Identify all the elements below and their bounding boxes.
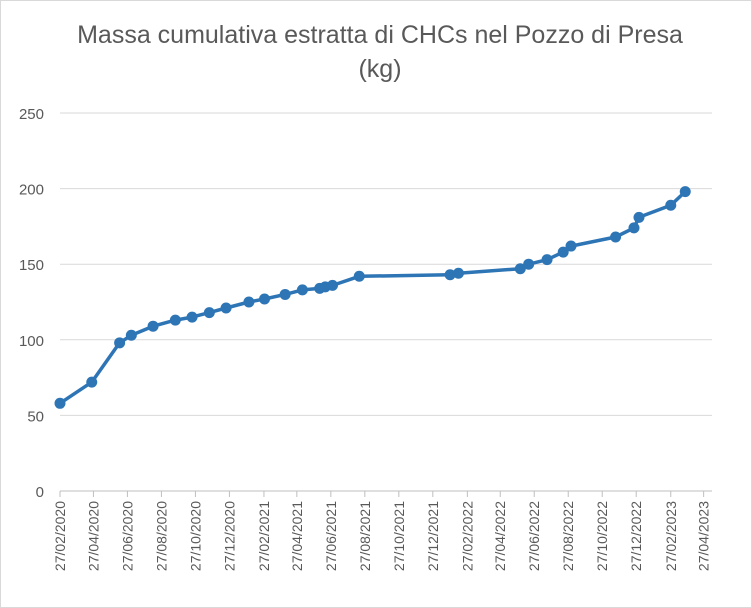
data-point: [169, 314, 181, 326]
data-point: [633, 211, 645, 223]
x-axis: 27/02/2020 27/04/2020 27/06/2020 27/08/2020…: [52, 490, 712, 571]
data-point: [220, 302, 232, 314]
x-tick-label: 27/04/2023: [696, 501, 712, 571]
chart-title: Massa cumulativa estratta di CHCs nel Po…: [77, 21, 683, 83]
series-line: [59, 190, 687, 405]
data-point: [54, 397, 66, 409]
x-tick-label: 27/06/2020: [119, 501, 135, 571]
data-point: [452, 267, 464, 279]
data-point: [186, 311, 198, 323]
data-point: [279, 288, 291, 300]
x-tick-label: 27/12/2022: [628, 501, 644, 571]
data-point: [203, 307, 215, 319]
x-tick-label: 27/08/2022: [560, 501, 576, 571]
x-tick-label: 27/04/2022: [492, 501, 508, 571]
y-tick-label: 200: [19, 182, 44, 199]
y-tick-label: 0: [36, 484, 44, 501]
data-point: [565, 240, 577, 252]
data-point: [514, 263, 526, 275]
x-tick-label: 27/06/2021: [323, 501, 339, 571]
x-tick-label: 27/02/2021: [256, 501, 272, 571]
x-tick-label: 27/02/2023: [663, 501, 679, 571]
x-tick-label: 27/12/2021: [425, 501, 441, 571]
x-tick-label: 27/02/2022: [459, 501, 475, 571]
data-point: [444, 269, 456, 281]
data-series: [54, 186, 691, 409]
data-point: [523, 258, 535, 270]
data-point: [296, 284, 308, 296]
data-point: [557, 246, 569, 258]
x-tick-label: 27/04/2021: [289, 501, 305, 571]
y-tick-label: 150: [19, 257, 44, 274]
x-tick-label: 27/10/2020: [187, 501, 203, 571]
data-point: [243, 296, 255, 308]
data-point: [541, 254, 553, 266]
y-tick-label: 250: [19, 106, 44, 123]
x-tick-label: 27/02/2020: [52, 501, 68, 571]
data-point: [679, 186, 691, 198]
x-tick-label: 27/10/2021: [391, 501, 407, 571]
x-tick-label: 27/06/2022: [526, 501, 542, 571]
y-tick-label: 100: [19, 333, 44, 350]
data-point: [628, 222, 640, 234]
y-tick-label: 50: [27, 408, 44, 425]
y-axis: 0 50 100 150 200 250: [19, 106, 44, 501]
x-tick-label: 27/10/2022: [594, 501, 610, 571]
x-tick-label: 27/08/2020: [153, 501, 169, 571]
gridlines: [60, 112, 712, 416]
data-point: [259, 293, 271, 305]
data-point: [353, 270, 365, 282]
data-point: [86, 376, 98, 388]
x-tick-label: 27/12/2020: [221, 501, 237, 571]
data-point: [125, 329, 137, 341]
data-point: [610, 231, 622, 243]
data-point: [327, 279, 339, 291]
x-tick-label: 27/08/2021: [357, 501, 373, 571]
data-point: [665, 199, 677, 211]
data-point: [114, 337, 126, 349]
data-point: [147, 320, 159, 332]
x-tick-label: 27/04/2020: [85, 501, 101, 571]
